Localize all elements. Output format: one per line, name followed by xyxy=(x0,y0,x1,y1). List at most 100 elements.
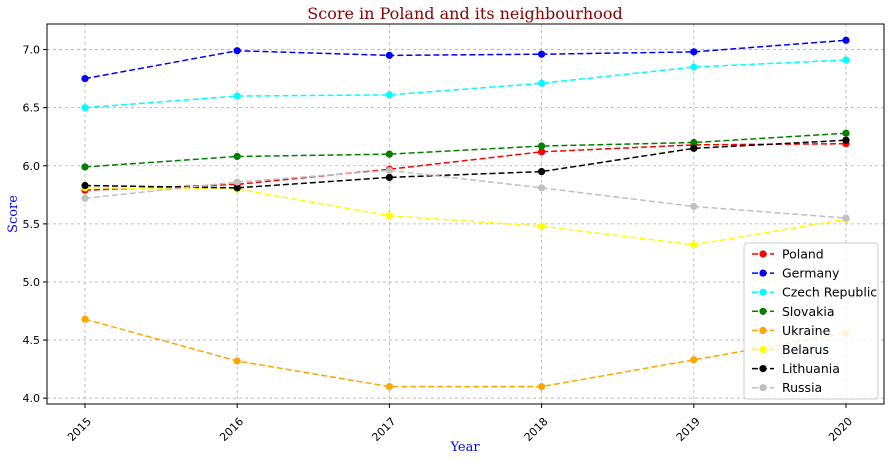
data-point-russia xyxy=(81,194,89,202)
legend-label: Germany xyxy=(782,266,840,281)
data-point-belarus xyxy=(538,222,546,230)
data-point-russia xyxy=(385,166,393,175)
data-point-lithuania xyxy=(233,184,241,192)
series-lines xyxy=(81,36,850,391)
data-point-germany xyxy=(842,36,850,44)
series-line-ukraine xyxy=(84,318,847,388)
legend-marker xyxy=(759,307,767,315)
data-point-ukraine xyxy=(385,382,393,391)
data-point-russia xyxy=(538,184,546,192)
data-point-czech-republic xyxy=(385,91,393,99)
data-point-czech-republic xyxy=(842,56,850,64)
series-line-slovakia xyxy=(84,132,847,168)
y-tick-label: 4.5 xyxy=(23,334,41,347)
plot-area-frame xyxy=(46,23,885,405)
y-tick-label: 5.5 xyxy=(23,218,41,231)
data-point-germany xyxy=(690,48,698,56)
data-point-russia xyxy=(842,214,850,222)
x-tick-label: 2020 xyxy=(826,415,855,444)
y-axis-label: Score xyxy=(6,195,21,233)
data-point-ukraine xyxy=(233,357,241,365)
legend-box xyxy=(743,242,879,400)
legend-item-germany: Germany xyxy=(752,266,840,281)
series-line-belarus xyxy=(84,187,847,246)
series-germany xyxy=(81,36,850,83)
legend-label: Belarus xyxy=(782,342,829,357)
data-point-slovakia xyxy=(81,163,89,171)
data-point-germany xyxy=(81,75,89,83)
legend-item-lithuania: Lithuania xyxy=(752,361,840,376)
series-line-russia xyxy=(84,169,847,219)
data-point-russia xyxy=(690,202,698,211)
series-lithuania xyxy=(81,136,850,192)
x-tick-label: 2017 xyxy=(369,415,398,444)
data-point-poland xyxy=(538,148,546,156)
series-russia xyxy=(81,166,850,222)
legend-item-ukraine: Ukraine xyxy=(752,323,831,338)
data-point-lithuania xyxy=(690,144,698,152)
series-line-lithuania xyxy=(84,139,847,189)
legend-item-poland: Poland xyxy=(752,247,824,262)
data-point-czech-republic xyxy=(538,79,546,87)
x-tick-label: 2015 xyxy=(65,415,94,444)
legend-item-czech-republic: Czech Republic xyxy=(752,285,877,300)
data-point-ukraine xyxy=(690,356,698,364)
data-point-lithuania xyxy=(385,173,393,181)
data-point-lithuania xyxy=(538,167,546,176)
legend-marker xyxy=(759,345,767,354)
y-tick-label: 7.0 xyxy=(23,44,41,57)
y-tick-label: 6.5 xyxy=(23,102,41,115)
data-point-slovakia xyxy=(842,129,850,137)
x-tick-label: 2016 xyxy=(217,415,246,444)
legend-label: Czech Republic xyxy=(782,285,877,300)
x-axis-ticks: 2015 2016 2017 2018 2019 2020 xyxy=(65,404,855,444)
data-point-czech-republic xyxy=(690,63,698,71)
series-czech-republic xyxy=(81,56,850,112)
data-point-czech-republic xyxy=(233,92,241,100)
legend-marker xyxy=(759,365,767,373)
data-point-slovakia xyxy=(538,142,546,150)
data-point-germany xyxy=(233,47,241,55)
y-tick-label: 5.0 xyxy=(23,276,41,289)
series-slovakia xyxy=(81,129,850,171)
series-belarus xyxy=(81,184,850,249)
data-point-lithuania xyxy=(81,181,89,190)
legend-label: Slovakia xyxy=(782,304,834,319)
legend-label: Poland xyxy=(782,247,824,262)
data-point-ukraine xyxy=(81,315,89,323)
legend-marker xyxy=(759,384,767,392)
data-point-belarus xyxy=(385,212,393,220)
series-line-germany xyxy=(84,39,847,80)
data-point-slovakia xyxy=(385,150,393,158)
data-point-belarus xyxy=(690,241,698,249)
legend-item-slovakia: Slovakia xyxy=(752,304,834,319)
y-axis-ticks: 4.0 4.5 5.0 5.5 6.0 6.5 7.0 xyxy=(23,44,47,405)
legend-marker xyxy=(759,326,767,334)
x-tick-label: 2018 xyxy=(522,415,551,444)
data-point-slovakia xyxy=(233,152,241,161)
legend-label: Russia xyxy=(782,380,822,395)
data-point-germany xyxy=(538,50,546,58)
data-point-russia xyxy=(233,178,241,186)
x-axis-label: Year xyxy=(449,440,480,455)
data-point-germany xyxy=(385,51,393,59)
legend-marker xyxy=(759,269,767,277)
data-point-slovakia xyxy=(690,138,698,147)
legend-item-belarus: Belarus xyxy=(752,342,829,357)
y-tick-label: 6.0 xyxy=(23,160,41,173)
legend-label: Lithuania xyxy=(782,361,840,376)
series-line-czech-republic xyxy=(84,59,847,109)
data-point-ukraine xyxy=(538,382,546,391)
data-point-lithuania xyxy=(842,136,850,144)
data-point-czech-republic xyxy=(81,104,89,112)
series-ukraine xyxy=(81,315,850,391)
legend-label: Ukraine xyxy=(782,323,831,338)
y-tick-label: 4.0 xyxy=(23,392,41,405)
legend-marker xyxy=(759,288,767,296)
chart-title: Score in Poland and its neighbourhood xyxy=(307,4,622,23)
legend: Poland Germany Czech Republic Slovakia Ukrai… xyxy=(743,242,879,400)
x-tick-label: 2019 xyxy=(674,415,703,444)
legend-item-russia: Russia xyxy=(752,380,822,395)
legend-marker xyxy=(759,250,767,258)
